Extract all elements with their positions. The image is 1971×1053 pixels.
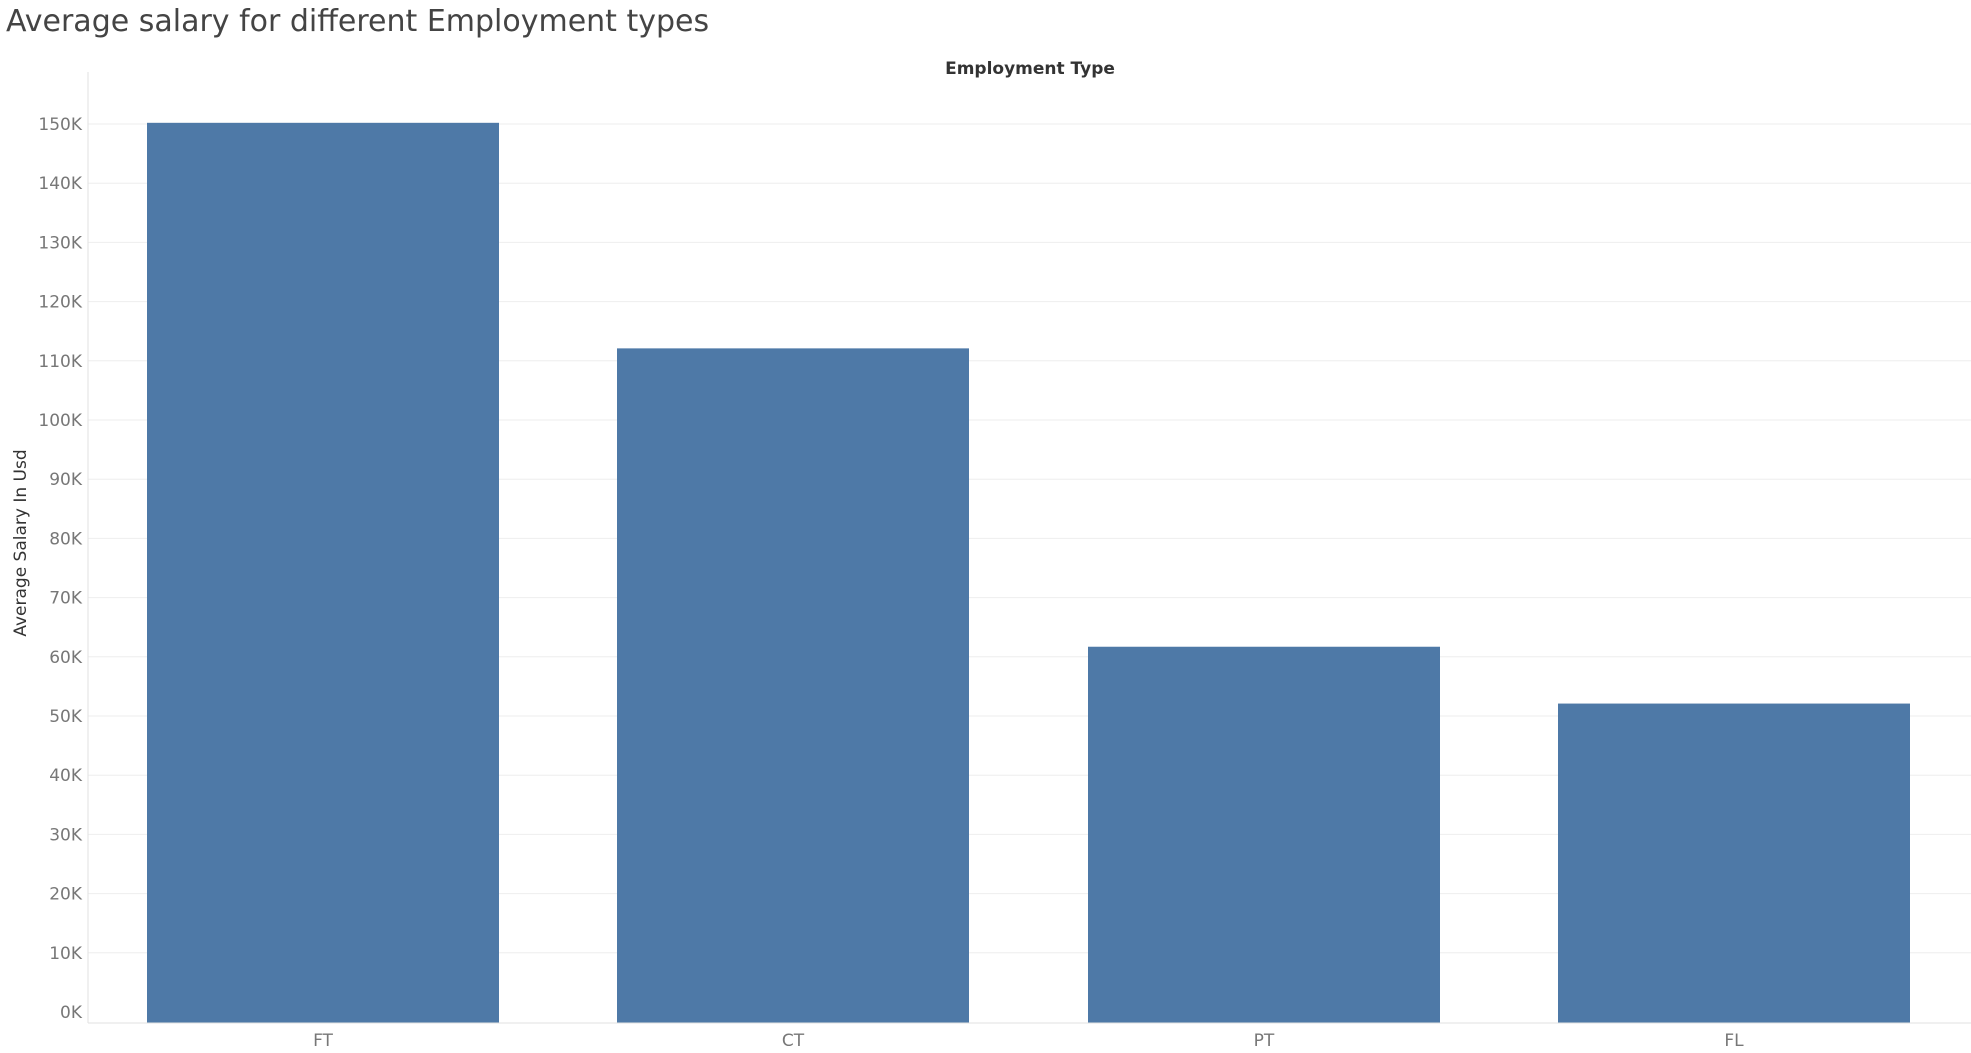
y-tick-label: 80K bbox=[49, 529, 83, 549]
x-tick-label: FL bbox=[1724, 1031, 1744, 1051]
y-tick-label: 100K bbox=[38, 411, 82, 431]
page-title: Average salary for different Employment … bbox=[6, 4, 710, 39]
y-tick-label: 90K bbox=[49, 470, 83, 490]
y-tick-label: 50K bbox=[49, 707, 83, 727]
y-tick-label: 110K bbox=[38, 352, 82, 372]
y-tick-label: 130K bbox=[38, 233, 82, 253]
y-tick-label: 70K bbox=[49, 589, 83, 609]
y-tick-label: 20K bbox=[49, 885, 83, 905]
y-tick-label: 40K bbox=[49, 766, 83, 786]
y-tick-label: 30K bbox=[49, 825, 83, 845]
x-tick-label: CT bbox=[782, 1031, 805, 1051]
y-tick-label: 120K bbox=[38, 293, 82, 313]
bars bbox=[147, 122, 1910, 1024]
bar-fl[interactable] bbox=[1558, 703, 1910, 1023]
y-tick-label: 60K bbox=[49, 648, 83, 668]
y-axis: 0K 10K 20K 30K 40K 50K 60K 70K 80K 90K 100K 110K 120… bbox=[38, 72, 89, 1023]
bar-pt[interactable] bbox=[1088, 646, 1440, 1023]
bar-ft[interactable] bbox=[147, 122, 499, 1024]
x-axis: FT CT PT FL bbox=[88, 1022, 1971, 1051]
y-tick-label: 140K bbox=[38, 174, 82, 194]
bar-ct[interactable] bbox=[617, 348, 969, 1023]
y-axis-title: Average Salary In Usd bbox=[11, 449, 31, 636]
y-tick-label: 150K bbox=[38, 115, 82, 135]
y-tick-label: 0K bbox=[60, 1003, 83, 1023]
y-tick-label: 10K bbox=[49, 944, 83, 964]
column-header: Employment Type bbox=[945, 59, 1115, 79]
x-tick-label: PT bbox=[1254, 1031, 1275, 1051]
x-tick-label: FT bbox=[313, 1031, 333, 1051]
